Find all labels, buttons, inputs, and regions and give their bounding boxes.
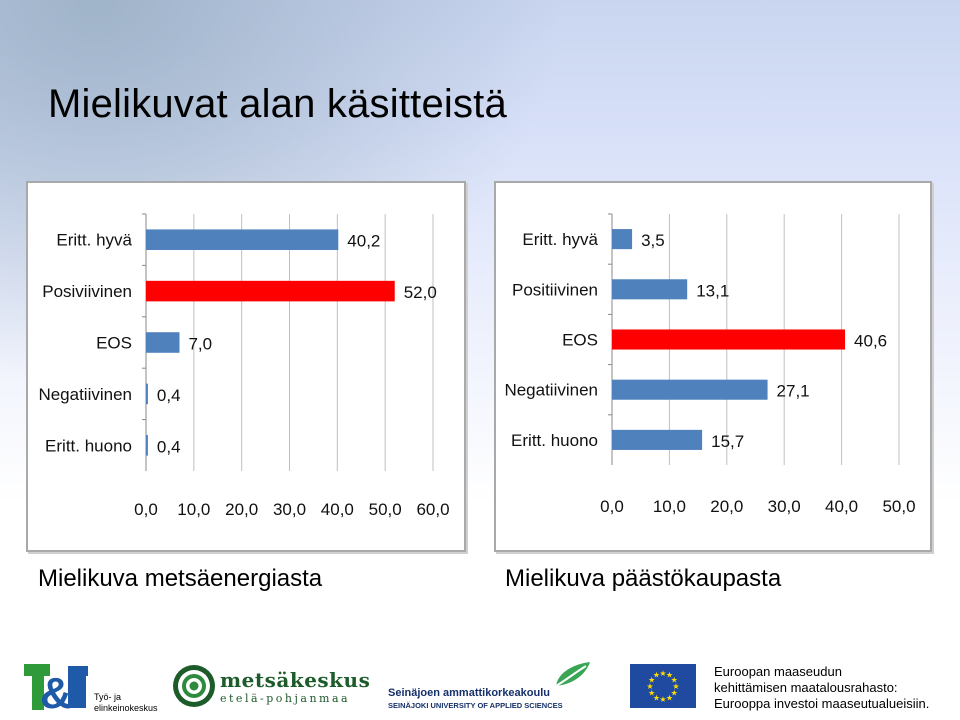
eu-text-line3: Eurooppa investoi maaseutualueisiin. [714, 696, 930, 711]
category-label: Eritt. hyvä [56, 231, 132, 250]
category-label: EOS [96, 334, 132, 353]
te-text-line1: Työ- ja [94, 692, 122, 702]
chart-panel-paastokauppa: 0,0 10,0 20,0 30,0 40,0 50,0 Eritt. hyvä 3,5 Pos… [494, 181, 932, 552]
category-label: Posiviivinen [42, 282, 132, 301]
bar [612, 329, 846, 350]
bar [146, 435, 148, 456]
eu-star-icon: ★ [666, 693, 673, 702]
eu-rural-fund-logo: ★ ★ ★ ★ ★ ★ ★ ★ ★ ★ ★ ★ Euroopan maaseudun kehittäm… [630, 664, 958, 714]
value-label: 0,4 [157, 386, 181, 405]
bar [612, 279, 688, 300]
category-label: Eritt. huono [45, 436, 132, 455]
x-tick-label: 20,0 [225, 500, 258, 519]
bar [146, 229, 339, 250]
category-label: EOS [562, 331, 598, 350]
te-keskus-logo: & Työ- ja elinkeinokeskus [24, 660, 158, 718]
value-label: 15,7 [711, 432, 744, 451]
eu-star-icon: ★ [648, 689, 655, 698]
eu-star-icon: ★ [659, 669, 666, 678]
x-tick-label: 40,0 [321, 500, 354, 519]
bar-chart-metsaenergia: 0,0 10,0 20,0 30,0 40,0 50,0 60,0 Eritt. hyvä 40… [38, 213, 450, 519]
value-label: 40,2 [347, 232, 380, 251]
eu-star-icon: ★ [648, 676, 655, 685]
te-text-line2: elinkeinokeskus [94, 703, 158, 713]
svg-text:&: & [40, 669, 72, 714]
bar [612, 379, 768, 400]
eu-star-icon: ★ [671, 689, 678, 698]
eu-star-icon: ★ [653, 671, 660, 680]
eu-star-icon: ★ [666, 671, 673, 680]
x-tick-label: 50,0 [882, 497, 915, 516]
bar [612, 429, 703, 450]
x-tick-label: 20,0 [710, 497, 743, 516]
eu-text-line1: Euroopan maaseudun [714, 664, 842, 679]
eu-star-icon: ★ [659, 695, 666, 704]
value-label: 13,1 [696, 281, 729, 300]
value-label: 3,5 [641, 231, 665, 250]
eu-star-icon: ★ [671, 676, 678, 685]
category-label: Eritt. hyvä [522, 230, 598, 249]
category-label: Positiivinen [512, 280, 598, 299]
bar [146, 332, 180, 353]
bar-chart-paastokauppa: 0,0 10,0 20,0 30,0 40,0 50,0 Eritt. hyvä 3,5 Pos… [504, 213, 916, 516]
bar [612, 229, 633, 250]
x-tick-label: 10,0 [177, 500, 210, 519]
value-label: 40,6 [854, 332, 887, 351]
category-label: Negatiivinen [504, 381, 598, 400]
value-label: 7,0 [188, 335, 212, 354]
eu-text-line2: kehittämisen maatalousrahasto: [714, 680, 898, 695]
value-label: 52,0 [404, 283, 437, 302]
eu-star-icon: ★ [646, 682, 653, 691]
slide-title: Mielikuvat alan käsitteistä [48, 82, 507, 126]
x-tick-label: 30,0 [768, 497, 801, 516]
seamk-name: Seinäjoen ammattikorkeakoulu [388, 687, 550, 699]
leaf-icon [555, 662, 590, 687]
metsakeskus-sub: etelä-pohjanmaa [220, 692, 351, 705]
seamk-name-en: SEINÄJOKI UNIVERSITY OF APPLIED SCIENCES [388, 701, 563, 710]
x-tick-label: 50,0 [369, 500, 402, 519]
x-tick-label: 0,0 [600, 497, 624, 516]
bar [146, 280, 395, 302]
x-tick-label: 40,0 [825, 497, 858, 516]
target-icon [173, 665, 215, 707]
eu-star-icon: ★ [653, 693, 660, 702]
caption-metsaenergia: Mielikuva metsäenergiasta [38, 565, 323, 592]
x-tick-label: 30,0 [273, 500, 306, 519]
category-label: Eritt. huono [511, 431, 598, 450]
category-label: Negatiivinen [38, 385, 132, 404]
eu-star-icon: ★ [672, 682, 679, 691]
metsakeskus-name: metsäkeskus [220, 668, 371, 692]
eu-flag-icon: ★ ★ ★ ★ ★ ★ ★ ★ ★ ★ ★ ★ [630, 664, 696, 708]
caption-paastokauppa: Mielikuva päästökaupasta [505, 565, 782, 592]
chart-panel-metsaenergia: 0,0 10,0 20,0 30,0 40,0 50,0 60,0 Eritt. hyvä 40… [26, 181, 466, 552]
x-tick-label: 60,0 [416, 500, 449, 519]
bar [146, 383, 148, 405]
te-mark-icon: & [24, 664, 96, 718]
value-label: 27,1 [777, 382, 810, 401]
seamk-logo: Seinäjoen ammattikorkeakoulu SEINÄJOKI U… [388, 660, 598, 714]
x-tick-label: 10,0 [653, 497, 686, 516]
x-tick-label: 0,0 [134, 500, 158, 519]
value-label: 0,4 [157, 437, 181, 456]
metsakeskus-logo: metsäkeskus etelä-pohjanmaa [172, 660, 370, 712]
